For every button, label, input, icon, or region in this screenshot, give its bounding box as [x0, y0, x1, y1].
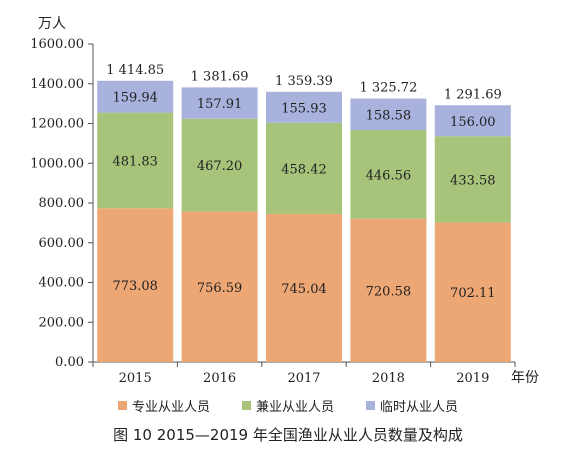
data-label-2-2017: 155.93 [281, 101, 327, 116]
bar-segment-0-2018 [350, 218, 427, 362]
legend-label-series-1: 兼业从业人员 [255, 400, 334, 415]
axes: 0.00 200.00 400.00 600.00 800.00 1000.00 1200.… [30, 37, 516, 386]
total-label-2016: 1 381.69 [191, 69, 249, 84]
data-label-0-2019: 702.11 [450, 286, 496, 301]
y-tick-label: 0.00 [55, 355, 84, 370]
y-tick-label: 200.00 [39, 315, 85, 330]
data-label-1-2019: 433.58 [450, 173, 496, 188]
legend-label-series-0: 专业从业人员 [131, 400, 210, 415]
bar-segment-0-2016 [181, 211, 258, 362]
y-tick-label: 800.00 [39, 196, 85, 211]
x-axis-unit-label: 年份 [511, 370, 539, 386]
total-label-2018: 1 325.72 [359, 81, 417, 96]
y-tick-label: 1200.00 [30, 117, 84, 132]
y-tick-label: 400.00 [39, 276, 85, 291]
data-label-2-2018: 158.58 [366, 108, 412, 123]
stacked-bar-chart: 万人 年份 0.00 200.00 400.00 600.00 800.00 1000.0… [30, 16, 539, 386]
data-label-1-2015: 481.83 [112, 154, 158, 169]
bar-segment-2-2018 [350, 98, 427, 131]
x-tick-label: 2019 [456, 371, 489, 386]
legend-swatch-series-1 [241, 401, 251, 410]
data-label-0-2016: 756.59 [197, 281, 243, 296]
legend-item-series-1: 兼业从业人员 [241, 396, 334, 415]
data-label-1-2018: 446.56 [366, 168, 412, 183]
total-label-2017: 1 359.39 [275, 74, 333, 89]
data-label-0-2018: 720.58 [366, 284, 412, 299]
bar-segment-2-2016 [181, 87, 258, 119]
data-label-2-2015: 159.94 [112, 91, 158, 106]
legend: 专业从业人员 兼业从业人员 临时从业人员 [0, 396, 576, 415]
x-tick-label: 2016 [203, 371, 236, 386]
legend-item-series-0: 专业从业人员 [117, 396, 210, 415]
legend-label-series-2: 临时从业人员 [380, 400, 459, 415]
data-label-1-2016: 467.20 [197, 159, 243, 174]
legend-swatch-series-2 [366, 401, 375, 410]
x-tick-label: 2017 [287, 371, 320, 386]
data-label-2-2016: 157.91 [197, 97, 243, 112]
data-label-0-2017: 745.04 [281, 282, 327, 297]
bar-segment-2-2017 [266, 91, 342, 123]
y-tick-label: 600.00 [39, 236, 85, 251]
bar-segment-1-2016 [181, 118, 258, 212]
legend-swatch-series-0 [117, 401, 127, 410]
legend-item-series-2: 临时从业人员 [366, 396, 458, 415]
x-tick-label: 2018 [372, 371, 405, 386]
bar-segment-0-2015 [97, 208, 174, 362]
bar-segment-1-2015 [97, 112, 174, 209]
data-label-2-2019: 156.00 [450, 115, 496, 130]
figure-caption: 图 10 2015—2019 年全国渔业从业人员数量及构成 [113, 426, 463, 444]
bar-segment-1-2018 [350, 130, 427, 219]
y-tick-label: 1400.00 [30, 77, 84, 92]
bars-group [97, 80, 511, 362]
data-labels-group: 773.08 481.83 159.94 1 414.85 756.59 467.20 15… [106, 63, 501, 301]
bar-segment-0-2017 [266, 213, 342, 362]
y-tick-label: 1600.00 [30, 37, 84, 52]
bar-segment-1-2017 [266, 122, 342, 214]
bar-segment-1-2019 [434, 136, 511, 223]
y-axis-unit-label: 万人 [38, 16, 66, 32]
data-label-0-2015: 773.08 [112, 279, 158, 294]
bar-segment-2-2019 [434, 105, 511, 137]
data-label-1-2017: 458.42 [281, 162, 327, 177]
bar-segment-0-2019 [434, 222, 511, 362]
total-label-2019: 1 291.69 [444, 87, 502, 102]
bar-segment-2-2015 [97, 80, 174, 113]
x-tick-label: 2015 [119, 371, 152, 386]
y-tick-label: 1000.00 [30, 156, 84, 171]
total-label-2015: 1 414.85 [106, 63, 164, 78]
